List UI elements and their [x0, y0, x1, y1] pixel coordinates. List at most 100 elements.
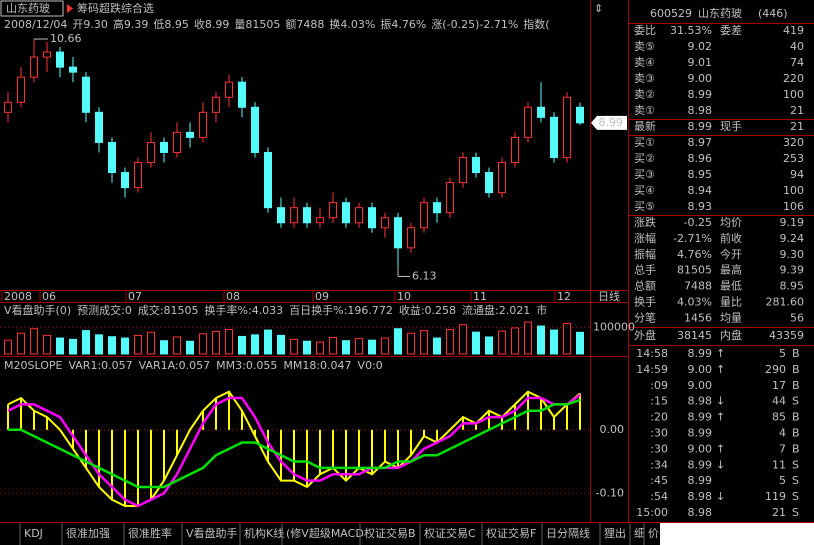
- tick-price: 8.99: [688, 411, 713, 424]
- ask-price: 9.02: [688, 40, 713, 53]
- stock-code: 600529: [650, 7, 692, 20]
- candle-body: [199, 111, 207, 138]
- tick-volume: 4: [779, 427, 786, 440]
- quote-label: 量比: [720, 296, 742, 309]
- quote-label: 今开: [720, 247, 742, 261]
- indicator-header: VAR1:0.057: [68, 359, 132, 372]
- volume-bar: [576, 331, 584, 355]
- bid-volume: 100: [783, 184, 804, 197]
- quote-value: -2.71%: [673, 232, 712, 245]
- quote-value: 9.30: [780, 248, 805, 261]
- stock-name: 山东药玻: [698, 7, 742, 20]
- quote-value: 4.03%: [677, 296, 712, 309]
- tick-side: B: [792, 363, 800, 376]
- tick-time: 14:58: [636, 347, 668, 360]
- period-label[interactable]: 日线: [598, 289, 620, 303]
- tab[interactable]: 价: [648, 527, 659, 540]
- tick-side: B: [792, 442, 800, 455]
- candle-body: [4, 101, 12, 113]
- info-item: 低8.95: [153, 18, 189, 31]
- tick-price: 8.99: [688, 347, 713, 360]
- candle-body: [472, 156, 480, 174]
- bid-volume: 320: [783, 136, 804, 149]
- tick-side: S: [792, 395, 799, 408]
- bid-label: 买③: [634, 168, 655, 181]
- ask-label: 卖③: [634, 72, 655, 85]
- tick-time: 14:59: [636, 363, 668, 376]
- tab[interactable]: 细: [634, 527, 645, 540]
- volume-bar: [225, 329, 233, 355]
- ask-label: 卖④: [634, 56, 655, 69]
- quote-label: 涨幅: [634, 232, 656, 245]
- candle-body: [290, 207, 298, 224]
- date-label: 2008: [4, 290, 32, 303]
- volume-bar: [82, 330, 90, 355]
- tab[interactable]: 狸出: [604, 526, 626, 540]
- tab[interactable]: 权证交易F: [486, 526, 536, 540]
- date-label: 09: [315, 290, 329, 303]
- menu-arrow[interactable]: [67, 4, 73, 13]
- candle-body: [355, 207, 363, 224]
- quote-label: 现手: [720, 119, 742, 133]
- tab[interactable]: 权证交易C: [424, 526, 476, 540]
- tab[interactable]: (修V超级MACD: [286, 526, 364, 540]
- info-item: 额7488: [285, 18, 324, 31]
- quote-label: 总手: [634, 263, 656, 277]
- tick-volume: 5: [779, 347, 786, 360]
- quote-value: 9.24: [780, 232, 805, 245]
- candle-body: [524, 106, 532, 138]
- tick-side: S: [792, 474, 799, 487]
- quote-value: -0.25: [684, 216, 712, 229]
- tab[interactable]: V看盘助手: [186, 526, 238, 540]
- last-price-tag: [591, 115, 627, 130]
- tab[interactable]: 很准胜率: [128, 526, 172, 540]
- candle-body: [368, 207, 376, 229]
- date-label: 06: [42, 290, 56, 303]
- volume-bar: [264, 329, 272, 355]
- stock-name[interactable]: 山东药玻: [6, 2, 50, 15]
- candle-body: [43, 51, 51, 58]
- tick-volume: 5: [779, 474, 786, 487]
- tab[interactable]: 机构K线: [244, 526, 284, 540]
- volume-bar: [95, 334, 103, 355]
- stock-box[interactable]: [0, 0, 64, 17]
- volume-bar: [472, 331, 480, 355]
- bid-label: 买①: [634, 136, 655, 149]
- volume-bar: [277, 334, 285, 355]
- volume-header: V看盘助手(0): [4, 303, 71, 317]
- indicator-line: [8, 398, 581, 489]
- tab[interactable]: 很准加强: [66, 526, 110, 540]
- tick-volume: 85: [772, 411, 786, 424]
- tick-time: :54: [650, 490, 668, 503]
- candle-body: [277, 207, 285, 224]
- tab[interactable]: 权证交易B: [364, 526, 416, 540]
- volume-bar: [433, 337, 441, 355]
- info-item: 涨(-0.25)-2.71%: [431, 18, 518, 31]
- info-item: 高9.39: [113, 17, 149, 31]
- candle-body: [303, 207, 311, 224]
- ask-label: 卖①: [634, 104, 655, 117]
- tick-arrow: ↑: [716, 411, 725, 424]
- bid-label: 买⑤: [634, 200, 655, 213]
- volume-bar: [108, 336, 116, 355]
- frame: [0, 0, 814, 523]
- info-item: 量81505: [234, 18, 280, 31]
- tab[interactable]: 日分隔线: [546, 526, 590, 540]
- candle-body: [160, 141, 168, 153]
- quote-value: 1456: [684, 311, 712, 324]
- candle-body: [251, 106, 259, 153]
- icon[interactable]: ⇕: [594, 2, 603, 15]
- volume-bar: [173, 336, 181, 355]
- tick-arrow: ↓: [716, 458, 725, 471]
- indicator-header: VAR1A:0.057: [139, 359, 211, 372]
- volume-bar: [381, 337, 389, 355]
- candle-body: [342, 202, 350, 224]
- tick-time: :30: [650, 427, 668, 440]
- candle-body: [329, 202, 337, 219]
- volume-bar: [316, 341, 324, 355]
- tick-price: 8.98: [688, 490, 713, 503]
- tab[interactable]: KDJ: [24, 527, 43, 540]
- volume-header: 百日换手%:196.772: [289, 303, 393, 317]
- tick-price: 8.98: [688, 506, 713, 519]
- volume-bar: [537, 325, 545, 355]
